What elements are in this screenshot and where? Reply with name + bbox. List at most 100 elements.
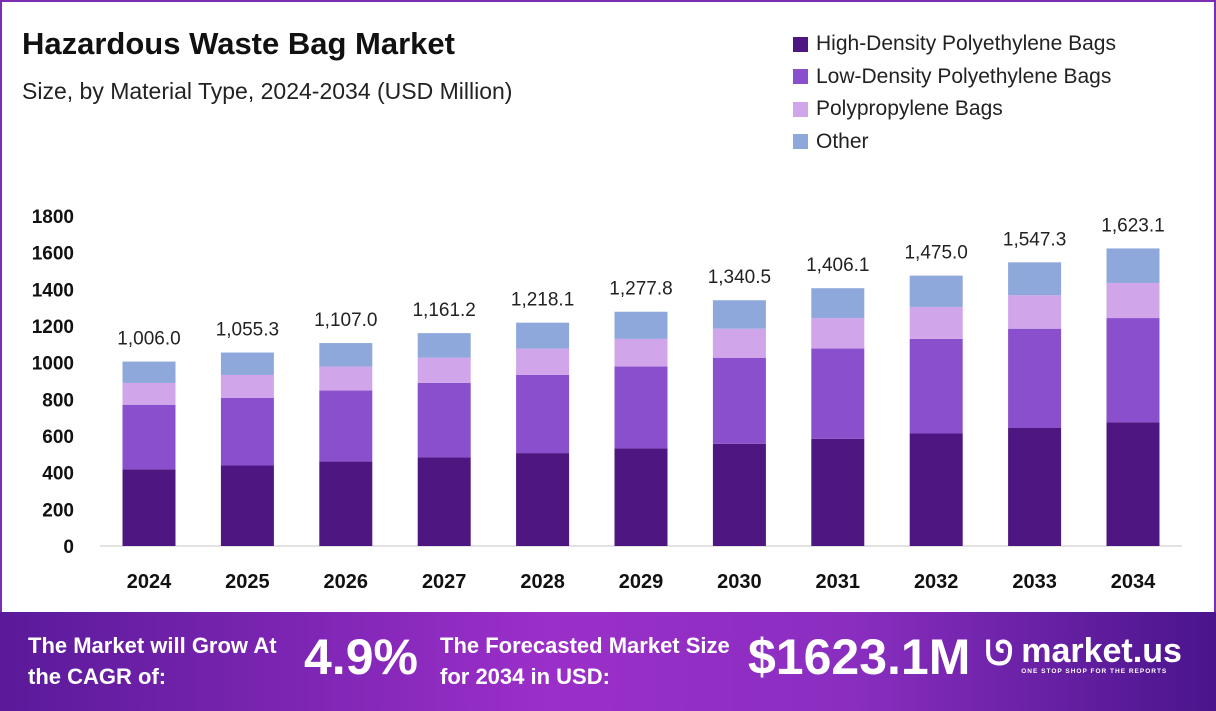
total-label: 1,218.1 xyxy=(511,290,574,311)
legend-label: Polypropylene Bags xyxy=(816,97,1003,121)
bar-segment-2032-s2 xyxy=(909,306,963,339)
x-tick-label: 2025 xyxy=(225,571,270,593)
bar-segment-2024-s1 xyxy=(122,404,176,470)
total-label: 1,277.8 xyxy=(609,279,672,300)
chart-subtitle: Size, by Material Type, 2024-2034 (USD M… xyxy=(22,78,513,104)
y-tick-label: 1800 xyxy=(32,207,74,228)
logo-name: market.us xyxy=(1021,632,1182,670)
bar-segment-2024-s3 xyxy=(122,361,176,383)
bar-segment-2032-s1 xyxy=(909,338,963,434)
bar-segment-2030-s2 xyxy=(712,328,766,358)
bar-segment-2026-s1 xyxy=(319,390,373,462)
total-label: 1,547.3 xyxy=(1003,229,1066,250)
y-tick-label: 0 xyxy=(63,537,74,558)
bar-segment-2034-s3 xyxy=(1106,248,1160,283)
bar-segment-2027-s1 xyxy=(417,382,471,458)
cagr-value: 4.9% xyxy=(304,629,418,685)
legend-item-pp: Polypropylene Bags xyxy=(793,93,1116,126)
x-tick-label: 2033 xyxy=(1012,571,1057,593)
total-label: 1,107.0 xyxy=(314,310,377,331)
legend-label: Other xyxy=(816,129,869,153)
bar-segment-2027-s0 xyxy=(417,457,471,546)
x-tick-label: 2032 xyxy=(914,571,959,593)
bar-segment-2025-s1 xyxy=(220,397,274,466)
bar-segment-2028-s2 xyxy=(516,348,570,375)
bar-segment-2029-s3 xyxy=(614,311,668,339)
bar-segment-2031-s2 xyxy=(811,318,865,349)
footer-banner: The Market will Grow At the CAGR of: 4.9… xyxy=(0,612,1216,711)
x-tick-label: 2024 xyxy=(127,571,172,593)
bar-segment-2029-s2 xyxy=(614,338,668,367)
chart-title: Hazardous Waste Bag Market xyxy=(22,26,455,61)
bar-chart: 0 200 400 600 800 1000 1200 1400 1600 1800 1,006.0… xyxy=(32,207,1182,593)
bar-segment-2033-s1 xyxy=(1008,328,1062,428)
y-tick-label: 1200 xyxy=(32,317,74,338)
forecast-label: The Forecasted Market Size for 2034 in U… xyxy=(440,633,730,689)
x-tick-label: 2031 xyxy=(816,571,861,593)
y-tick-label: 1000 xyxy=(32,354,74,375)
total-label: 1,475.0 xyxy=(904,243,967,264)
total-label: 1,055.3 xyxy=(216,320,279,341)
x-tick-label: 2030 xyxy=(717,571,762,593)
bar-segment-2031-s3 xyxy=(811,288,865,319)
bar-segment-2032-s0 xyxy=(909,433,963,546)
logo-icon: ᘎ xyxy=(985,635,1014,673)
legend-swatch xyxy=(793,69,808,85)
legend-item-hdpe: High-Density Polyethylene Bags xyxy=(793,28,1116,61)
forecast-value: $1623.1M xyxy=(748,629,971,685)
bar-segment-2024-s0 xyxy=(122,469,176,546)
bar-segment-2034-s1 xyxy=(1106,318,1160,423)
bar-segment-2026-s0 xyxy=(319,461,373,546)
bar-segment-2033-s2 xyxy=(1008,295,1062,329)
market-us-logo: ᘎ market.us ONE STOP SHOP FOR THE REPORT… xyxy=(985,634,1182,675)
bar-segment-2031-s0 xyxy=(811,438,865,546)
bar-segment-2034-s0 xyxy=(1106,422,1160,546)
cagr-label: The Market will Grow At the CAGR of: xyxy=(28,633,277,689)
bar-segment-2028-s3 xyxy=(516,322,570,349)
total-label: 1,340.5 xyxy=(708,267,771,288)
total-label: 1,161.2 xyxy=(412,300,475,321)
bar-segment-2028-s1 xyxy=(516,374,570,454)
logo-tagline: ONE STOP SHOP FOR THE REPORTS xyxy=(1021,668,1168,675)
x-tick-label: 2029 xyxy=(619,571,664,593)
bar-segment-2029-s1 xyxy=(614,366,668,449)
bar-segment-2026-s3 xyxy=(319,343,373,367)
x-tick-label: 2027 xyxy=(422,571,467,593)
bar-segment-2025-s3 xyxy=(220,352,274,375)
y-tick-label: 1600 xyxy=(32,244,74,265)
y-tick-label: 200 xyxy=(42,500,74,521)
legend: High-Density Polyethylene Bags Low-Densi… xyxy=(793,28,1116,158)
bar-segment-2025-s2 xyxy=(220,374,274,398)
bar-segment-2032-s3 xyxy=(909,275,963,307)
bar-segment-2027-s2 xyxy=(417,357,471,383)
bar-segment-2027-s3 xyxy=(417,333,471,358)
legend-swatch xyxy=(793,101,808,117)
legend-swatch xyxy=(793,134,808,150)
bar-segment-2031-s1 xyxy=(811,348,865,439)
bar-segment-2030-s1 xyxy=(712,357,766,444)
bar-segment-2028-s0 xyxy=(516,453,570,546)
legend-item-other: Other xyxy=(793,126,1116,159)
x-tick-label: 2026 xyxy=(324,571,369,593)
bar-segment-2029-s0 xyxy=(614,448,668,546)
y-tick-label: 800 xyxy=(42,390,74,411)
legend-item-ldpe: Low-Density Polyethylene Bags xyxy=(793,61,1116,94)
bar-segment-2034-s2 xyxy=(1106,282,1160,319)
legend-label: High-Density Polyethylene Bags xyxy=(816,32,1116,56)
bar-segment-2024-s2 xyxy=(122,382,176,405)
total-label: 1,406.1 xyxy=(806,255,869,276)
total-label: 1,623.1 xyxy=(1101,215,1164,236)
y-tick-label: 1400 xyxy=(32,280,74,301)
bar-segment-2026-s2 xyxy=(319,366,373,391)
x-tick-label: 2034 xyxy=(1111,571,1156,593)
bar-segment-2030-s0 xyxy=(712,443,766,546)
bar-segment-2030-s3 xyxy=(712,300,766,329)
legend-swatch xyxy=(793,36,808,52)
total-label: 1,006.0 xyxy=(117,329,180,350)
bar-segment-2033-s0 xyxy=(1008,427,1062,546)
legend-label: Low-Density Polyethylene Bags xyxy=(816,64,1112,88)
y-tick-label: 400 xyxy=(42,464,74,485)
y-tick-label: 600 xyxy=(42,427,74,448)
bar-segment-2025-s0 xyxy=(220,465,274,546)
